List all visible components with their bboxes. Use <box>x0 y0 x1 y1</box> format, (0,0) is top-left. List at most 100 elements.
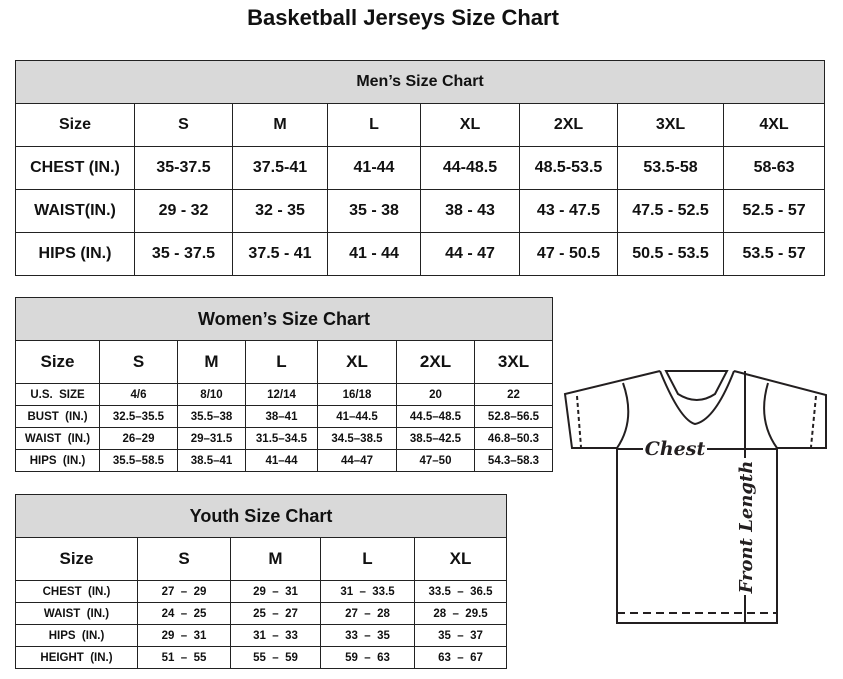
table-cell: 44-48.5 <box>420 146 520 190</box>
front-length-label: Front Length <box>736 461 757 595</box>
chest-label: Chest <box>645 438 706 460</box>
youth-size-table: Youth Size Chart Size S M L XL CHEST (IN.) 27 –… <box>14 494 508 669</box>
table-row: WAIST (IN.) 26–29 29–31.5 31.5–34.5 34.5–38.… <box>15 427 554 450</box>
column-header: Size <box>15 103 135 147</box>
table-cell: 41–44.5 <box>317 405 397 428</box>
column-header: M <box>232 103 328 147</box>
table-row: HEIGHT (IN.) 51 – 55 55 – 59 59 – 63 63 – 67 <box>15 646 508 669</box>
table-cell: 31.5–34.5 <box>245 427 318 450</box>
table-cell: 29 – 31 <box>137 624 231 647</box>
row-label: HIPS (IN.) <box>15 232 135 276</box>
table-row: CHEST (IN.) 35-37.5 37.5-41 41-44 44-48.5 48.… <box>15 146 826 190</box>
table-cell: 38.5–41 <box>177 449 246 472</box>
column-header: S <box>134 103 233 147</box>
table-cell: 29–31.5 <box>177 427 246 450</box>
column-header: XL <box>420 103 520 147</box>
size-header-row: Size S M L XL 2XL 3XL <box>15 340 554 384</box>
table-cell: 53.5 - 57 <box>722 232 826 276</box>
table-cell: 63 – 67 <box>413 646 508 669</box>
page-title: Basketball Jerseys Size Chart <box>247 5 559 30</box>
table-cell: 38–41 <box>245 405 318 428</box>
table-cell: 35 - 38 <box>327 189 421 233</box>
table-cell: 48.5-53.5 <box>519 146 618 190</box>
table-cell: 55 – 59 <box>230 646 321 669</box>
column-header: M <box>177 340 246 384</box>
table-row: WAIST(IN.) 29 - 32 32 - 35 35 - 38 38 - 43 43… <box>15 189 826 233</box>
table-cell: 59 – 63 <box>320 646 415 669</box>
column-header: 2XL <box>396 340 475 384</box>
table-cell: 54.3–58.3 <box>473 449 554 472</box>
row-label: U.S. SIZE <box>15 383 100 406</box>
column-header: XL <box>413 537 508 581</box>
table-cell: 52.5 - 57 <box>722 189 826 233</box>
table-cell: 34.5–38.5 <box>317 427 397 450</box>
table-cell: 22 <box>473 383 554 406</box>
table-cell: 8/10 <box>177 383 246 406</box>
table-cell: 32 - 35 <box>232 189 328 233</box>
table-cell: 35 - 37.5 <box>134 232 233 276</box>
table-cell: 43 - 47.5 <box>519 189 618 233</box>
column-header: Size <box>15 340 100 384</box>
table-cell: 37.5 - 41 <box>232 232 328 276</box>
table-cell: 33 – 35 <box>320 624 415 647</box>
table-cell: 37.5-41 <box>232 146 328 190</box>
youth-chart-heading: Youth Size Chart <box>14 494 508 538</box>
table-cell: 44.5–48.5 <box>396 405 475 428</box>
row-label: CHEST (IN.) <box>15 146 135 190</box>
table-cell: 28 – 29.5 <box>413 602 508 625</box>
table-cell: 50.5 - 53.5 <box>617 232 724 276</box>
column-header: M <box>230 537 321 581</box>
column-header: L <box>327 103 421 147</box>
table-row: BUST (IN.) 32.5–35.5 35.5–38 38–41 41–44.5 44… <box>15 405 554 428</box>
table-row: HIPS (IN.) 29 – 31 31 – 33 33 – 35 35 – 37 <box>15 624 508 647</box>
men-chart-heading: Men’s Size Chart <box>14 60 826 104</box>
table-cell: 46.8–50.3 <box>473 427 554 450</box>
table-cell: 35-37.5 <box>134 146 233 190</box>
row-label: HIPS (IN.) <box>15 624 138 647</box>
column-header: 3XL <box>617 103 724 147</box>
row-label: WAIST(IN.) <box>15 189 135 233</box>
table-cell: 27 – 29 <box>137 580 231 603</box>
table-cell: 24 – 25 <box>137 602 231 625</box>
table-cell: 52.8–56.5 <box>473 405 554 428</box>
table-cell: 41–44 <box>245 449 318 472</box>
row-label: WAIST (IN.) <box>15 427 100 450</box>
table-cell: 12/14 <box>245 383 318 406</box>
mens-size-table: Men’s Size Chart Size S M L XL 2XL 3XL 4XL CHEST … <box>14 60 826 276</box>
table-cell: 44 - 47 <box>420 232 520 276</box>
table-cell: 33.5 – 36.5 <box>413 580 508 603</box>
table-cell: 51 – 55 <box>137 646 231 669</box>
table-cell: 26–29 <box>99 427 178 450</box>
table-cell: 16/18 <box>317 383 397 406</box>
row-label: BUST (IN.) <box>15 405 100 428</box>
table-cell: 35 – 37 <box>413 624 508 647</box>
table-cell: 41 - 44 <box>327 232 421 276</box>
table-cell: 29 - 32 <box>134 189 233 233</box>
column-header: S <box>137 537 231 581</box>
table-cell: 29 – 31 <box>230 580 321 603</box>
table-cell: 31 – 33 <box>230 624 321 647</box>
jersey-diagram: Chest Front Length <box>563 370 827 624</box>
table-cell: 44–47 <box>317 449 397 472</box>
table-cell: 38.5–42.5 <box>396 427 475 450</box>
column-header: Size <box>15 537 138 581</box>
table-cell: 47–50 <box>396 449 475 472</box>
table-cell: 35.5–38 <box>177 405 246 428</box>
table-row: CHEST (IN.) 27 – 29 29 – 31 31 – 33.5 33.5 –… <box>15 580 508 603</box>
women-chart-heading: Women’s Size Chart <box>14 297 554 341</box>
table-cell: 38 - 43 <box>420 189 520 233</box>
table-row: WAIST (IN.) 24 – 25 25 – 27 27 – 28 28 – 29.… <box>15 602 508 625</box>
column-header: 3XL <box>473 340 554 384</box>
womens-size-table: Women’s Size Chart Size S M L XL 2XL 3XL U.S. SI… <box>14 297 554 472</box>
row-label: WAIST (IN.) <box>15 602 138 625</box>
table-row: U.S. SIZE 4/6 8/10 12/14 16/18 20 22 <box>15 383 554 406</box>
table-cell: 53.5-58 <box>617 146 724 190</box>
table-cell: 25 – 27 <box>230 602 321 625</box>
table-cell: 41-44 <box>327 146 421 190</box>
column-header: S <box>99 340 178 384</box>
table-row: HIPS (IN.) 35 - 37.5 37.5 - 41 41 - 44 44 - … <box>15 232 826 276</box>
column-header: L <box>320 537 415 581</box>
table-cell: 20 <box>396 383 475 406</box>
jersey-outline <box>563 370 827 624</box>
